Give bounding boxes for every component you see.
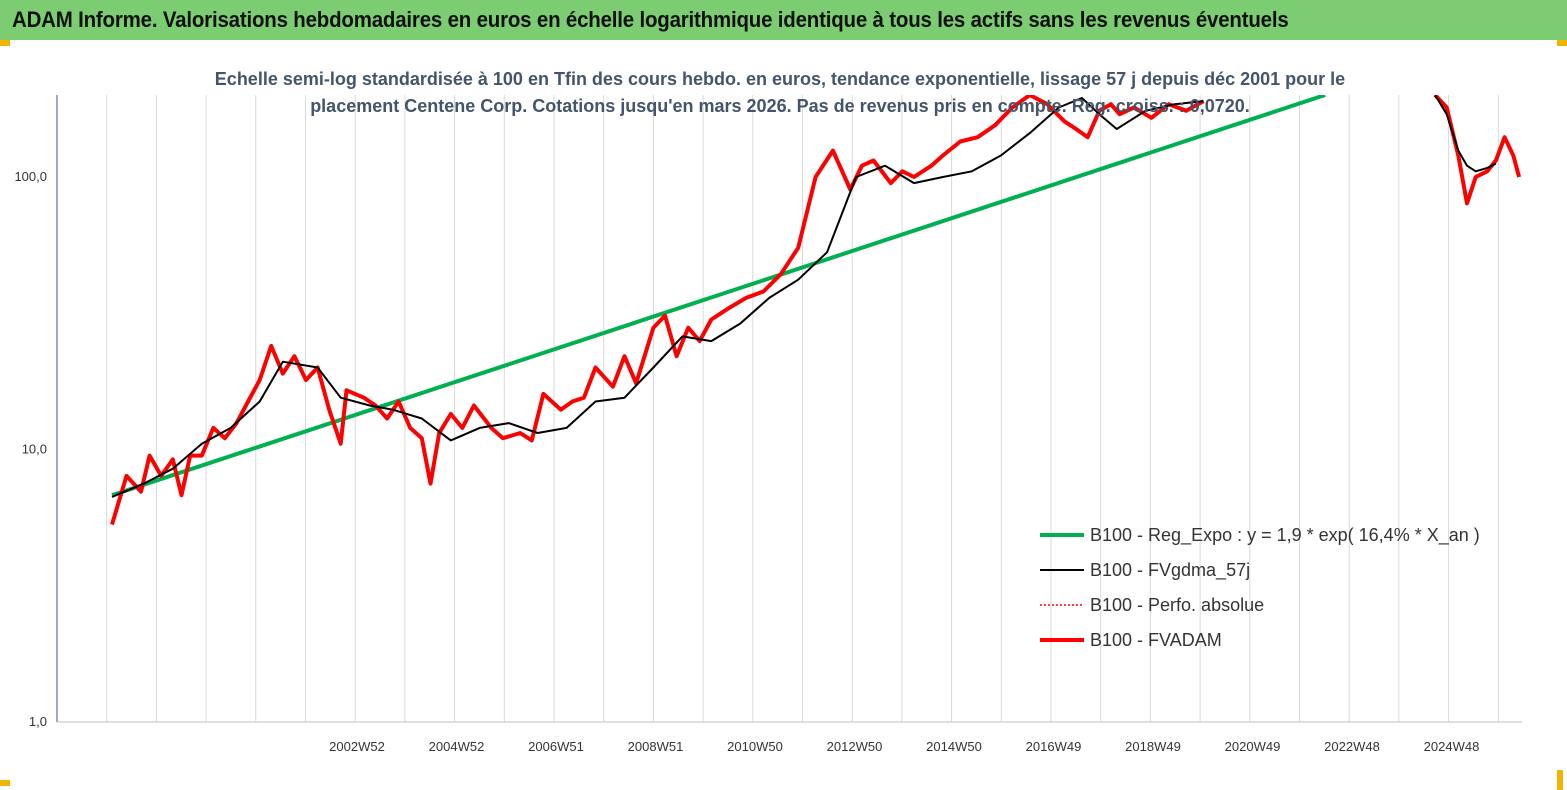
x-tick-label: 2022W48: [1324, 739, 1380, 754]
legend-entry: B100 - FVgdma_57j: [1090, 560, 1250, 581]
corner-marker: [0, 40, 10, 46]
x-tick-label: 2016W49: [1026, 739, 1082, 754]
series-line-tail-smooth: [1434, 95, 1497, 173]
x-tick-labels: 2002W52 2004W52 2006W51 2008W51 2010W50 2012W…: [329, 739, 1479, 754]
corner-marker: [1557, 770, 1563, 790]
legend-entry: B100 - Perfo. absolue: [1090, 595, 1264, 615]
x-tick-label: 2006W51: [528, 739, 584, 754]
series-line-tail: [1433, 95, 1522, 206]
x-tick-label: 2020W49: [1225, 739, 1281, 754]
corner-marker: [0, 780, 10, 786]
y-tick-label: 100,0: [14, 169, 47, 184]
chart-subtitle: Echelle semi-log standardisée à 100 en T…: [214, 69, 1346, 116]
x-tick-label: 2014W50: [926, 739, 982, 754]
legend-entry: B100 - FVADAM: [1090, 630, 1222, 650]
series-line: [111, 97, 1204, 498]
grid-lines: [56, 95, 1499, 722]
y-tick-labels: 1,0 10,0 100,0: [14, 169, 47, 729]
series-line: [111, 95, 1326, 498]
x-tick-label: 2002W52: [329, 739, 385, 754]
x-tick-label: 2018W49: [1125, 739, 1181, 754]
x-tick-label: 2024W48: [1424, 739, 1480, 754]
series-line: [110, 95, 1205, 526]
page-title: ADAM Informe. Valorisations hebdomadaire…: [12, 7, 1289, 32]
series-lines: [110, 95, 1522, 526]
title-banner: ADAM Informe. Valorisations hebdomadaire…: [0, 0, 1567, 40]
x-tick-label: 2012W50: [827, 739, 883, 754]
axes: [56, 95, 1522, 723]
y-tick-label: 1,0: [29, 714, 47, 729]
legend-entry: B100 - Reg_Expo : y = 1,9 * exp( 16,4% *…: [1090, 525, 1480, 546]
legend: B100 - Reg_Expo : y = 1,9 * exp( 16,4% *…: [1040, 525, 1480, 650]
x-tick-label: 2010W50: [727, 739, 783, 754]
x-tick-label: 2004W52: [429, 739, 485, 754]
y-tick-label: 10,0: [22, 442, 47, 457]
corner-marker: [1557, 40, 1567, 46]
x-tick-label: 2008W51: [628, 739, 684, 754]
